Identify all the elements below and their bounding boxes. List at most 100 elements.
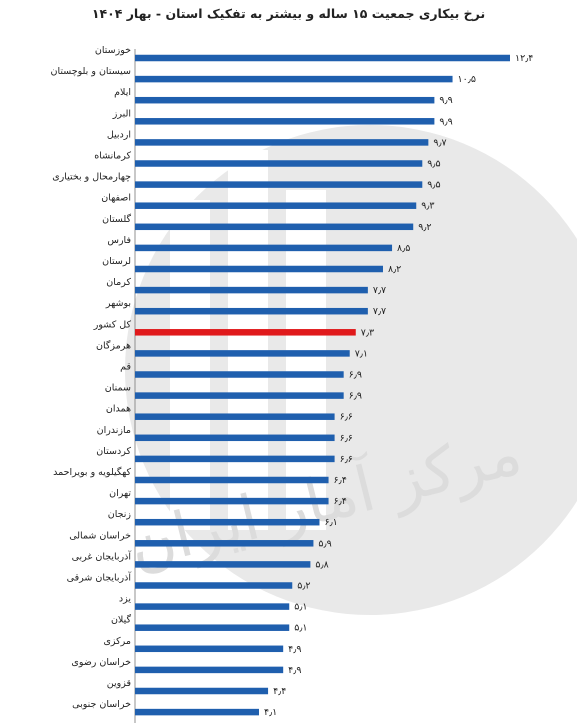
bar <box>135 286 368 294</box>
value-label: ۴٫۹ <box>288 644 301 655</box>
bar-national-total <box>135 329 356 336</box>
bar <box>135 540 314 547</box>
bar <box>135 265 383 273</box>
bar <box>135 181 423 188</box>
category-label: مازندران <box>97 425 131 436</box>
value-label: ۶٫۴ <box>334 496 347 507</box>
value-label: ۹٫۵ <box>427 159 440 170</box>
category-label: کل کشور <box>93 319 132 330</box>
category-label: کرمانشاه <box>94 151 131 162</box>
watermark-pillar-left <box>170 200 210 530</box>
category-label: کرمان <box>106 277 131 288</box>
category-label: بوشهر <box>105 298 131 309</box>
category-label: اردبیل <box>107 129 131 140</box>
value-label: ۴٫۹ <box>288 665 301 676</box>
bar <box>135 518 320 526</box>
bar <box>135 96 435 104</box>
bar <box>135 371 344 378</box>
value-label: ۴٫۱ <box>264 707 277 718</box>
category-label: فارس <box>107 235 131 246</box>
category-label: گیلان <box>111 614 132 626</box>
bar <box>135 687 269 695</box>
value-label: ۱۰٫۵ <box>458 74 476 85</box>
category-label: خوزستان <box>95 45 131 56</box>
category-label: کهگیلویه و بویراحمد <box>53 466 131 478</box>
value-label: ۵٫۱ <box>294 623 307 634</box>
bar <box>135 118 435 125</box>
category-label: لرستان <box>102 256 131 267</box>
category-label: چهارمحال و بختیاری <box>52 172 131 183</box>
bar <box>135 139 429 146</box>
value-label: ۶٫۶ <box>340 412 353 423</box>
bar <box>135 708 259 716</box>
bar <box>135 476 329 484</box>
category-label: البرز <box>112 108 131 119</box>
category-label: خراسان جنوبی <box>72 699 131 710</box>
value-label: ۹٫۹ <box>439 116 452 127</box>
value-label: ۵٫۹ <box>318 538 331 549</box>
bar <box>135 244 393 252</box>
category-label: سیستان و بلوچستان <box>51 66 131 77</box>
bar <box>135 497 329 505</box>
bar <box>135 307 368 315</box>
value-label: ۶٫۶ <box>340 433 353 444</box>
bar <box>135 434 335 442</box>
value-label: ۶٫۱ <box>324 517 337 528</box>
watermark-pillar-middle <box>228 150 268 530</box>
chart-title: نرخ بیکاری جمعیت ۱۵ ساله و بیشتر به تفکی… <box>91 6 486 21</box>
bar <box>135 223 414 231</box>
bar <box>135 666 284 674</box>
bar <box>135 455 335 463</box>
bar <box>135 413 335 420</box>
category-label: قم <box>120 362 131 373</box>
value-label: ۱۲٫۴ <box>515 53 533 64</box>
value-label: ۵٫۸ <box>315 559 328 570</box>
value-label: ۹٫۷ <box>433 137 446 148</box>
bar <box>135 160 423 167</box>
bar <box>135 645 284 653</box>
bar <box>135 603 290 610</box>
bar <box>135 582 293 589</box>
bar <box>135 350 350 357</box>
value-label: ۷٫۳ <box>361 327 374 338</box>
category-label: سمنان <box>105 383 131 394</box>
category-label: هرمزگان <box>96 339 131 351</box>
bar <box>135 202 417 209</box>
value-label: ۸٫۲ <box>388 264 401 275</box>
value-label: ۹٫۲ <box>418 222 431 233</box>
value-label: ۷٫۷ <box>373 306 386 317</box>
value-label: ۶٫۶ <box>340 454 353 465</box>
category-label: زنجان <box>108 509 132 520</box>
category-label: کردستان <box>96 446 131 457</box>
value-label: ۵٫۱ <box>294 602 307 613</box>
value-label: ۷٫۷ <box>373 285 386 296</box>
category-label: مرکزی <box>103 636 131 647</box>
value-label: ۶٫۴ <box>334 475 347 486</box>
category-label: اصفهان <box>101 193 131 204</box>
category-label: همدان <box>106 404 131 415</box>
category-label: گلستان <box>102 213 131 225</box>
bar <box>135 54 510 62</box>
value-label: ۶٫۹ <box>349 370 362 381</box>
value-label: ۹٫۹ <box>439 95 452 106</box>
category-label: آذربایجان شرقی <box>67 571 132 584</box>
value-label: ۷٫۱ <box>355 348 368 359</box>
category-label: یزد <box>119 594 131 605</box>
value-label: ۴٫۴ <box>273 686 286 697</box>
category-label: تهران <box>109 488 131 499</box>
category-label: خراسان رضوی <box>71 657 131 668</box>
category-label: ایلام <box>114 87 131 98</box>
value-label: ۸٫۵ <box>397 243 410 254</box>
bar <box>135 75 453 83</box>
bar <box>135 624 290 631</box>
value-label: ۹٫۳ <box>421 201 434 212</box>
value-label: ۶٫۹ <box>349 391 362 402</box>
value-label: ۹٫۵ <box>427 180 440 191</box>
value-label: ۵٫۲ <box>297 581 310 592</box>
bar <box>135 392 344 399</box>
category-label: آذربایجان غربی <box>72 549 132 562</box>
category-label: خراسان شمالی <box>69 530 131 541</box>
bar <box>135 561 311 568</box>
category-label: قزوین <box>107 678 131 689</box>
